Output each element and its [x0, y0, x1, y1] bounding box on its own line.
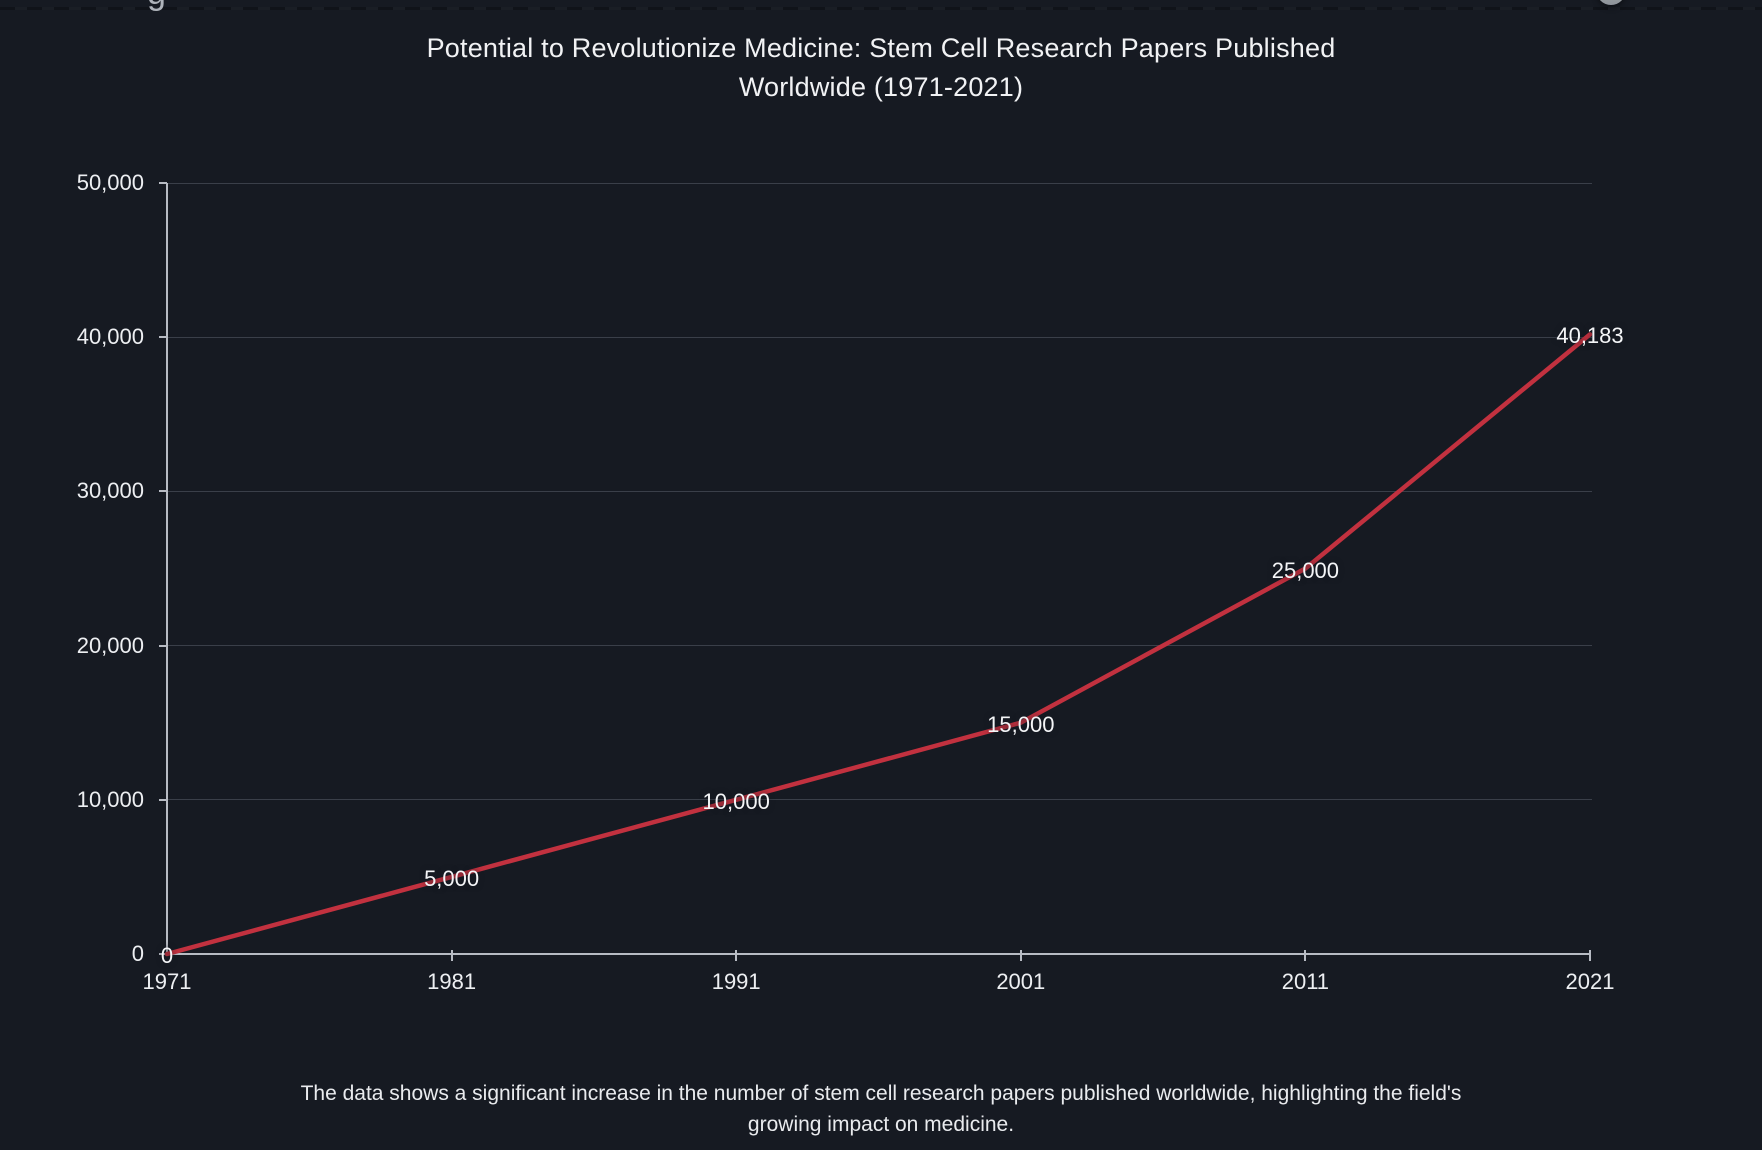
x-tick-mark — [1019, 950, 1022, 961]
x-tick-mark — [1304, 950, 1307, 961]
top-dashed-border-fragment — [0, 7, 1762, 10]
x-tick-label: 2021 — [1565, 969, 1615, 994]
data-point-label: 0 — [160, 943, 174, 968]
x-tick-mark — [450, 950, 453, 961]
x-tick-label: 1971 — [142, 969, 192, 994]
y-gridline — [167, 336, 1592, 338]
y-tick-mark — [159, 336, 167, 339]
line-series — [164, 332, 1593, 957]
chart-caption: The data shows a significant increase in… — [0, 1078, 1762, 1140]
y-tick-mark — [159, 644, 167, 647]
data-point-label: 25,000 — [1271, 557, 1340, 583]
y-tick-label: 20,000 — [76, 632, 144, 658]
y-tick-mark — [159, 953, 167, 955]
x-axis-line — [166, 953, 1591, 955]
chart-title-line-1: Potential to Revolutionize Medicine: Ste… — [426, 33, 1336, 63]
y-tick-mark — [159, 798, 167, 801]
y-tick-label: 30,000 — [76, 478, 144, 504]
y-gridline — [167, 645, 1592, 647]
y-gridline — [167, 490, 1592, 492]
y-tick-label: 0 — [131, 941, 144, 966]
cropped-avatar-fragment[interactable] — [1596, 0, 1626, 5]
x-tick-label: 2001 — [996, 969, 1046, 994]
y-tick-mark — [159, 182, 167, 184]
x-tick-label: 2011 — [1281, 969, 1330, 994]
y-gridline — [167, 182, 1592, 184]
y-gridline — [167, 799, 1592, 801]
data-point-label: 5,000 — [424, 865, 480, 891]
y-tick-label: 50,000 — [76, 170, 144, 195]
y-axis-line — [166, 183, 168, 956]
data-point-label: 40,183 — [1556, 323, 1624, 349]
y-tick-label: 40,000 — [76, 324, 144, 350]
x-tick-label: 1991 — [711, 969, 761, 994]
y-tick-mark — [159, 490, 167, 493]
chart-title: Potential to Revolutionize Medicine: Ste… — [0, 29, 1762, 107]
data-point-label: 10,000 — [702, 788, 770, 814]
x-tick-mark — [1589, 950, 1591, 961]
y-tick-label: 10,000 — [76, 786, 144, 812]
chart-caption-line-2: growing impact on medicine. — [747, 1113, 1015, 1136]
data-point-label: 15,000 — [987, 711, 1055, 737]
chart-caption-line-1: The data shows a significant increase in… — [300, 1082, 1462, 1105]
x-tick-mark — [735, 950, 738, 961]
x-tick-label: 1981 — [427, 969, 477, 994]
chart-title-line-2: Worldwide (1971-2021) — [738, 72, 1024, 102]
cropped-text-fragment: g — [147, 0, 167, 13]
